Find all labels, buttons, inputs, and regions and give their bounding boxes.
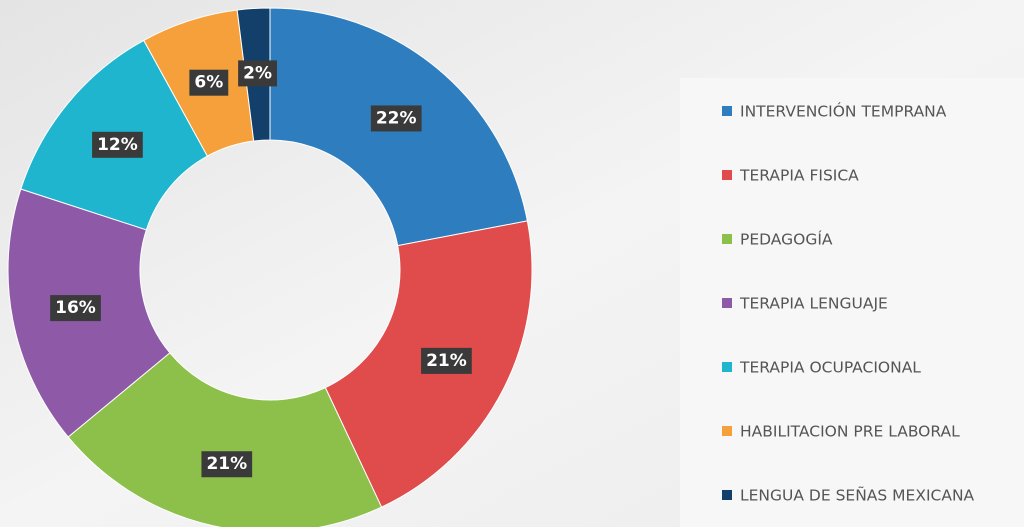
data-label-text: 6% bbox=[194, 73, 223, 93]
legend-swatch bbox=[722, 106, 732, 116]
data-label: 16% bbox=[50, 295, 101, 322]
legend: INTERVENCIÓN TEMPRANA TERAPIA FISICA PEDAG… bbox=[722, 102, 975, 505]
data-label-text: 16% bbox=[55, 298, 96, 318]
data-label-text: 2% bbox=[243, 63, 272, 83]
legend-panel bbox=[680, 78, 1024, 527]
legend-swatch bbox=[722, 362, 732, 372]
data-label-box bbox=[238, 60, 278, 87]
data-label: 21% bbox=[201, 451, 253, 478]
legend-label: TERAPIA LENGUAJE bbox=[739, 295, 888, 313]
data-label: 6% bbox=[189, 69, 229, 96]
legend-swatch bbox=[722, 170, 732, 180]
donut-slice bbox=[67, 352, 383, 527]
legend-swatch bbox=[722, 298, 732, 308]
plot: 22% 21% 21% 16% 12% 6% 2% bbox=[7, 7, 533, 527]
data-label-box bbox=[421, 347, 472, 374]
data-label-box bbox=[50, 295, 101, 322]
data-label-box bbox=[201, 451, 253, 478]
data-label: 2% bbox=[238, 60, 278, 87]
legend-label: HABILITACION PRE LABORAL bbox=[740, 423, 960, 441]
data-label-box bbox=[189, 69, 229, 96]
legend-label: TERAPIA OCUPACIONAL bbox=[739, 359, 921, 377]
data-label-text: 12% bbox=[97, 135, 138, 155]
data-label: 12% bbox=[92, 131, 143, 158]
legend-swatch bbox=[722, 234, 732, 244]
data-label-box bbox=[370, 105, 422, 132]
legend-label: LENGUA DE SEÑAS MEXICANA bbox=[740, 486, 975, 505]
data-label-box bbox=[92, 131, 143, 158]
legend-label: TERAPIA FISICA bbox=[739, 167, 859, 185]
legend-swatch bbox=[722, 490, 732, 500]
data-label: 22% bbox=[370, 105, 422, 132]
legend-label: PEDAGOGÍA bbox=[740, 230, 833, 249]
legend-swatch bbox=[722, 426, 732, 436]
data-label-text: 21% bbox=[426, 351, 467, 371]
data-label-text: 21% bbox=[206, 454, 247, 474]
data-label-text: 22% bbox=[376, 108, 417, 128]
data-label: 21% bbox=[421, 347, 472, 374]
legend-label: INTERVENCIÓN TEMPRANA bbox=[740, 102, 947, 121]
